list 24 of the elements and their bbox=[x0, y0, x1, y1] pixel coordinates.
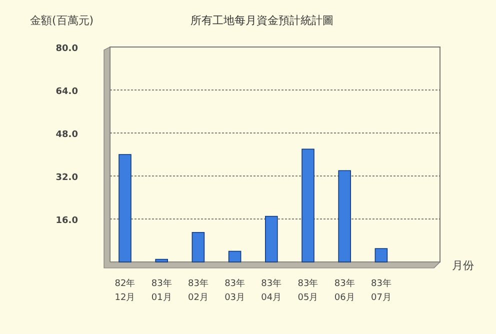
y-axis-title: 金額(百萬元) bbox=[30, 14, 94, 27]
y-tick-label: 16.0 bbox=[56, 216, 78, 226]
chart-title: 所有工地每月資金預計統計圖 bbox=[190, 14, 334, 27]
y-tick-label: 80.0 bbox=[56, 44, 78, 54]
x-tick-label: 83年 06月 bbox=[334, 278, 355, 303]
x-tick-label: 83年 03月 bbox=[224, 278, 246, 303]
x-tick-label: 82年 12月 bbox=[114, 278, 136, 303]
y-tick-label: 64.0 bbox=[56, 87, 78, 97]
bar bbox=[228, 250, 242, 262]
x-tick-label: 83年 02月 bbox=[188, 278, 208, 303]
x-axis-title: 月份 bbox=[452, 259, 474, 272]
bar bbox=[265, 216, 278, 262]
bar bbox=[338, 170, 351, 262]
x-tick-label: 83年 04月 bbox=[261, 278, 282, 303]
x-tick-label: 83年 07月 bbox=[370, 278, 392, 303]
x-tick-label: 83年 01月 bbox=[151, 278, 172, 303]
x-tick-label: 83年 05月 bbox=[298, 278, 318, 303]
bar bbox=[155, 258, 168, 262]
bar bbox=[118, 154, 132, 262]
bar bbox=[374, 248, 388, 262]
bar bbox=[192, 232, 205, 262]
y-tick-label: 48.0 bbox=[56, 130, 78, 140]
bar bbox=[302, 148, 314, 262]
y-tick-label: 32.0 bbox=[56, 173, 78, 183]
